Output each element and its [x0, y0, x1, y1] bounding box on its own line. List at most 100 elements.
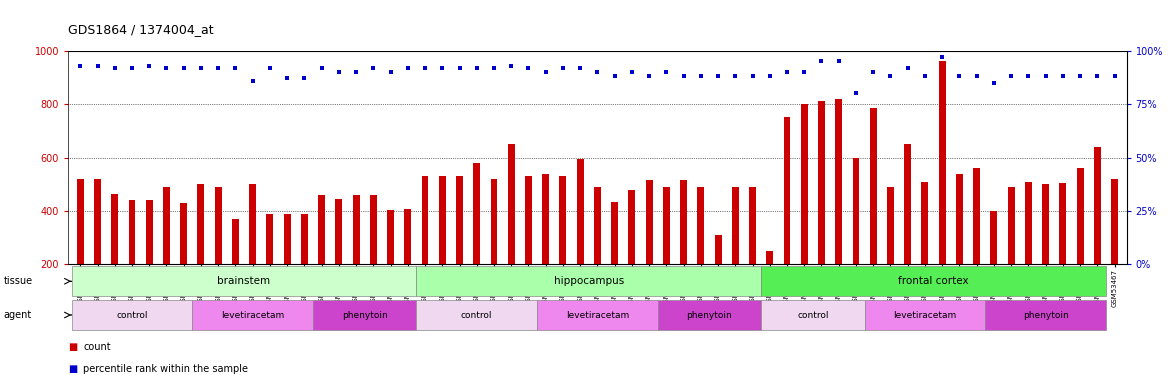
Bar: [680, 180, 687, 264]
Bar: [985, 300, 1105, 330]
Bar: [646, 180, 653, 264]
Bar: [215, 188, 221, 264]
Bar: [612, 202, 619, 264]
Text: control: control: [116, 310, 148, 320]
Point: [519, 65, 537, 71]
Point: [122, 65, 141, 71]
Point: [777, 69, 796, 75]
Point: [1018, 73, 1037, 79]
Bar: [663, 187, 670, 264]
Bar: [938, 61, 946, 264]
Point: [967, 73, 985, 79]
Point: [399, 65, 417, 71]
Bar: [749, 187, 756, 264]
Point: [606, 73, 624, 79]
Bar: [537, 300, 657, 330]
Bar: [870, 108, 876, 264]
Point: [329, 69, 348, 75]
Point: [813, 58, 831, 64]
Point: [485, 65, 503, 71]
Point: [864, 69, 883, 75]
Point: [192, 65, 211, 71]
Point: [743, 73, 762, 79]
Point: [1105, 73, 1124, 79]
Point: [174, 65, 193, 71]
Bar: [853, 158, 860, 264]
Point: [106, 65, 125, 71]
Bar: [283, 214, 290, 264]
Point: [674, 73, 693, 79]
Bar: [232, 219, 239, 264]
Bar: [313, 300, 416, 330]
Bar: [353, 195, 360, 264]
Point: [657, 69, 676, 75]
Point: [795, 69, 814, 75]
Bar: [864, 300, 985, 330]
Point: [433, 65, 452, 71]
Text: control: control: [461, 310, 493, 320]
Text: ■: ■: [68, 364, 78, 374]
Bar: [524, 176, 532, 264]
Bar: [697, 187, 704, 264]
Text: control: control: [797, 310, 829, 320]
Point: [536, 69, 555, 75]
Bar: [72, 266, 416, 296]
Bar: [818, 101, 824, 264]
Bar: [783, 117, 790, 264]
Bar: [767, 251, 774, 264]
Point: [502, 63, 521, 69]
Bar: [990, 211, 997, 264]
Point: [415, 65, 434, 71]
Text: phenytoin: phenytoin: [342, 310, 388, 320]
Point: [984, 80, 1003, 86]
Text: ■: ■: [68, 342, 78, 352]
Point: [140, 63, 159, 69]
Point: [933, 54, 951, 60]
Bar: [198, 184, 205, 264]
Bar: [128, 200, 135, 264]
Text: count: count: [83, 342, 111, 352]
Text: levetiracetam: levetiracetam: [894, 310, 956, 320]
Text: GDS1864 / 1374004_at: GDS1864 / 1374004_at: [68, 22, 214, 36]
Point: [898, 65, 917, 71]
Point: [726, 73, 744, 79]
Point: [916, 73, 935, 79]
Bar: [416, 300, 537, 330]
Point: [709, 73, 728, 79]
Text: phenytoin: phenytoin: [687, 310, 733, 320]
Bar: [922, 182, 928, 264]
Bar: [473, 163, 480, 264]
Bar: [715, 235, 722, 264]
Text: hippocampus: hippocampus: [554, 276, 624, 286]
Bar: [416, 266, 761, 296]
Point: [158, 65, 176, 71]
Point: [467, 65, 486, 71]
Bar: [94, 179, 101, 264]
Bar: [1042, 184, 1049, 264]
Point: [243, 78, 262, 84]
Point: [347, 69, 366, 75]
Bar: [146, 200, 153, 264]
Bar: [1025, 182, 1031, 264]
Bar: [456, 176, 463, 264]
Text: brainstem: brainstem: [218, 276, 270, 286]
Bar: [490, 179, 497, 264]
Point: [691, 73, 710, 79]
Point: [829, 58, 848, 64]
Bar: [1111, 179, 1118, 264]
Point: [1002, 73, 1021, 79]
Bar: [761, 300, 864, 330]
Point: [278, 75, 296, 81]
Bar: [76, 179, 83, 264]
Bar: [542, 174, 549, 264]
Bar: [974, 168, 980, 264]
Point: [450, 65, 469, 71]
Bar: [1094, 147, 1101, 264]
Bar: [508, 144, 515, 264]
Point: [881, 73, 900, 79]
Point: [1070, 73, 1089, 79]
Bar: [335, 199, 342, 264]
Bar: [887, 187, 894, 264]
Point: [226, 65, 245, 71]
Point: [260, 65, 279, 71]
